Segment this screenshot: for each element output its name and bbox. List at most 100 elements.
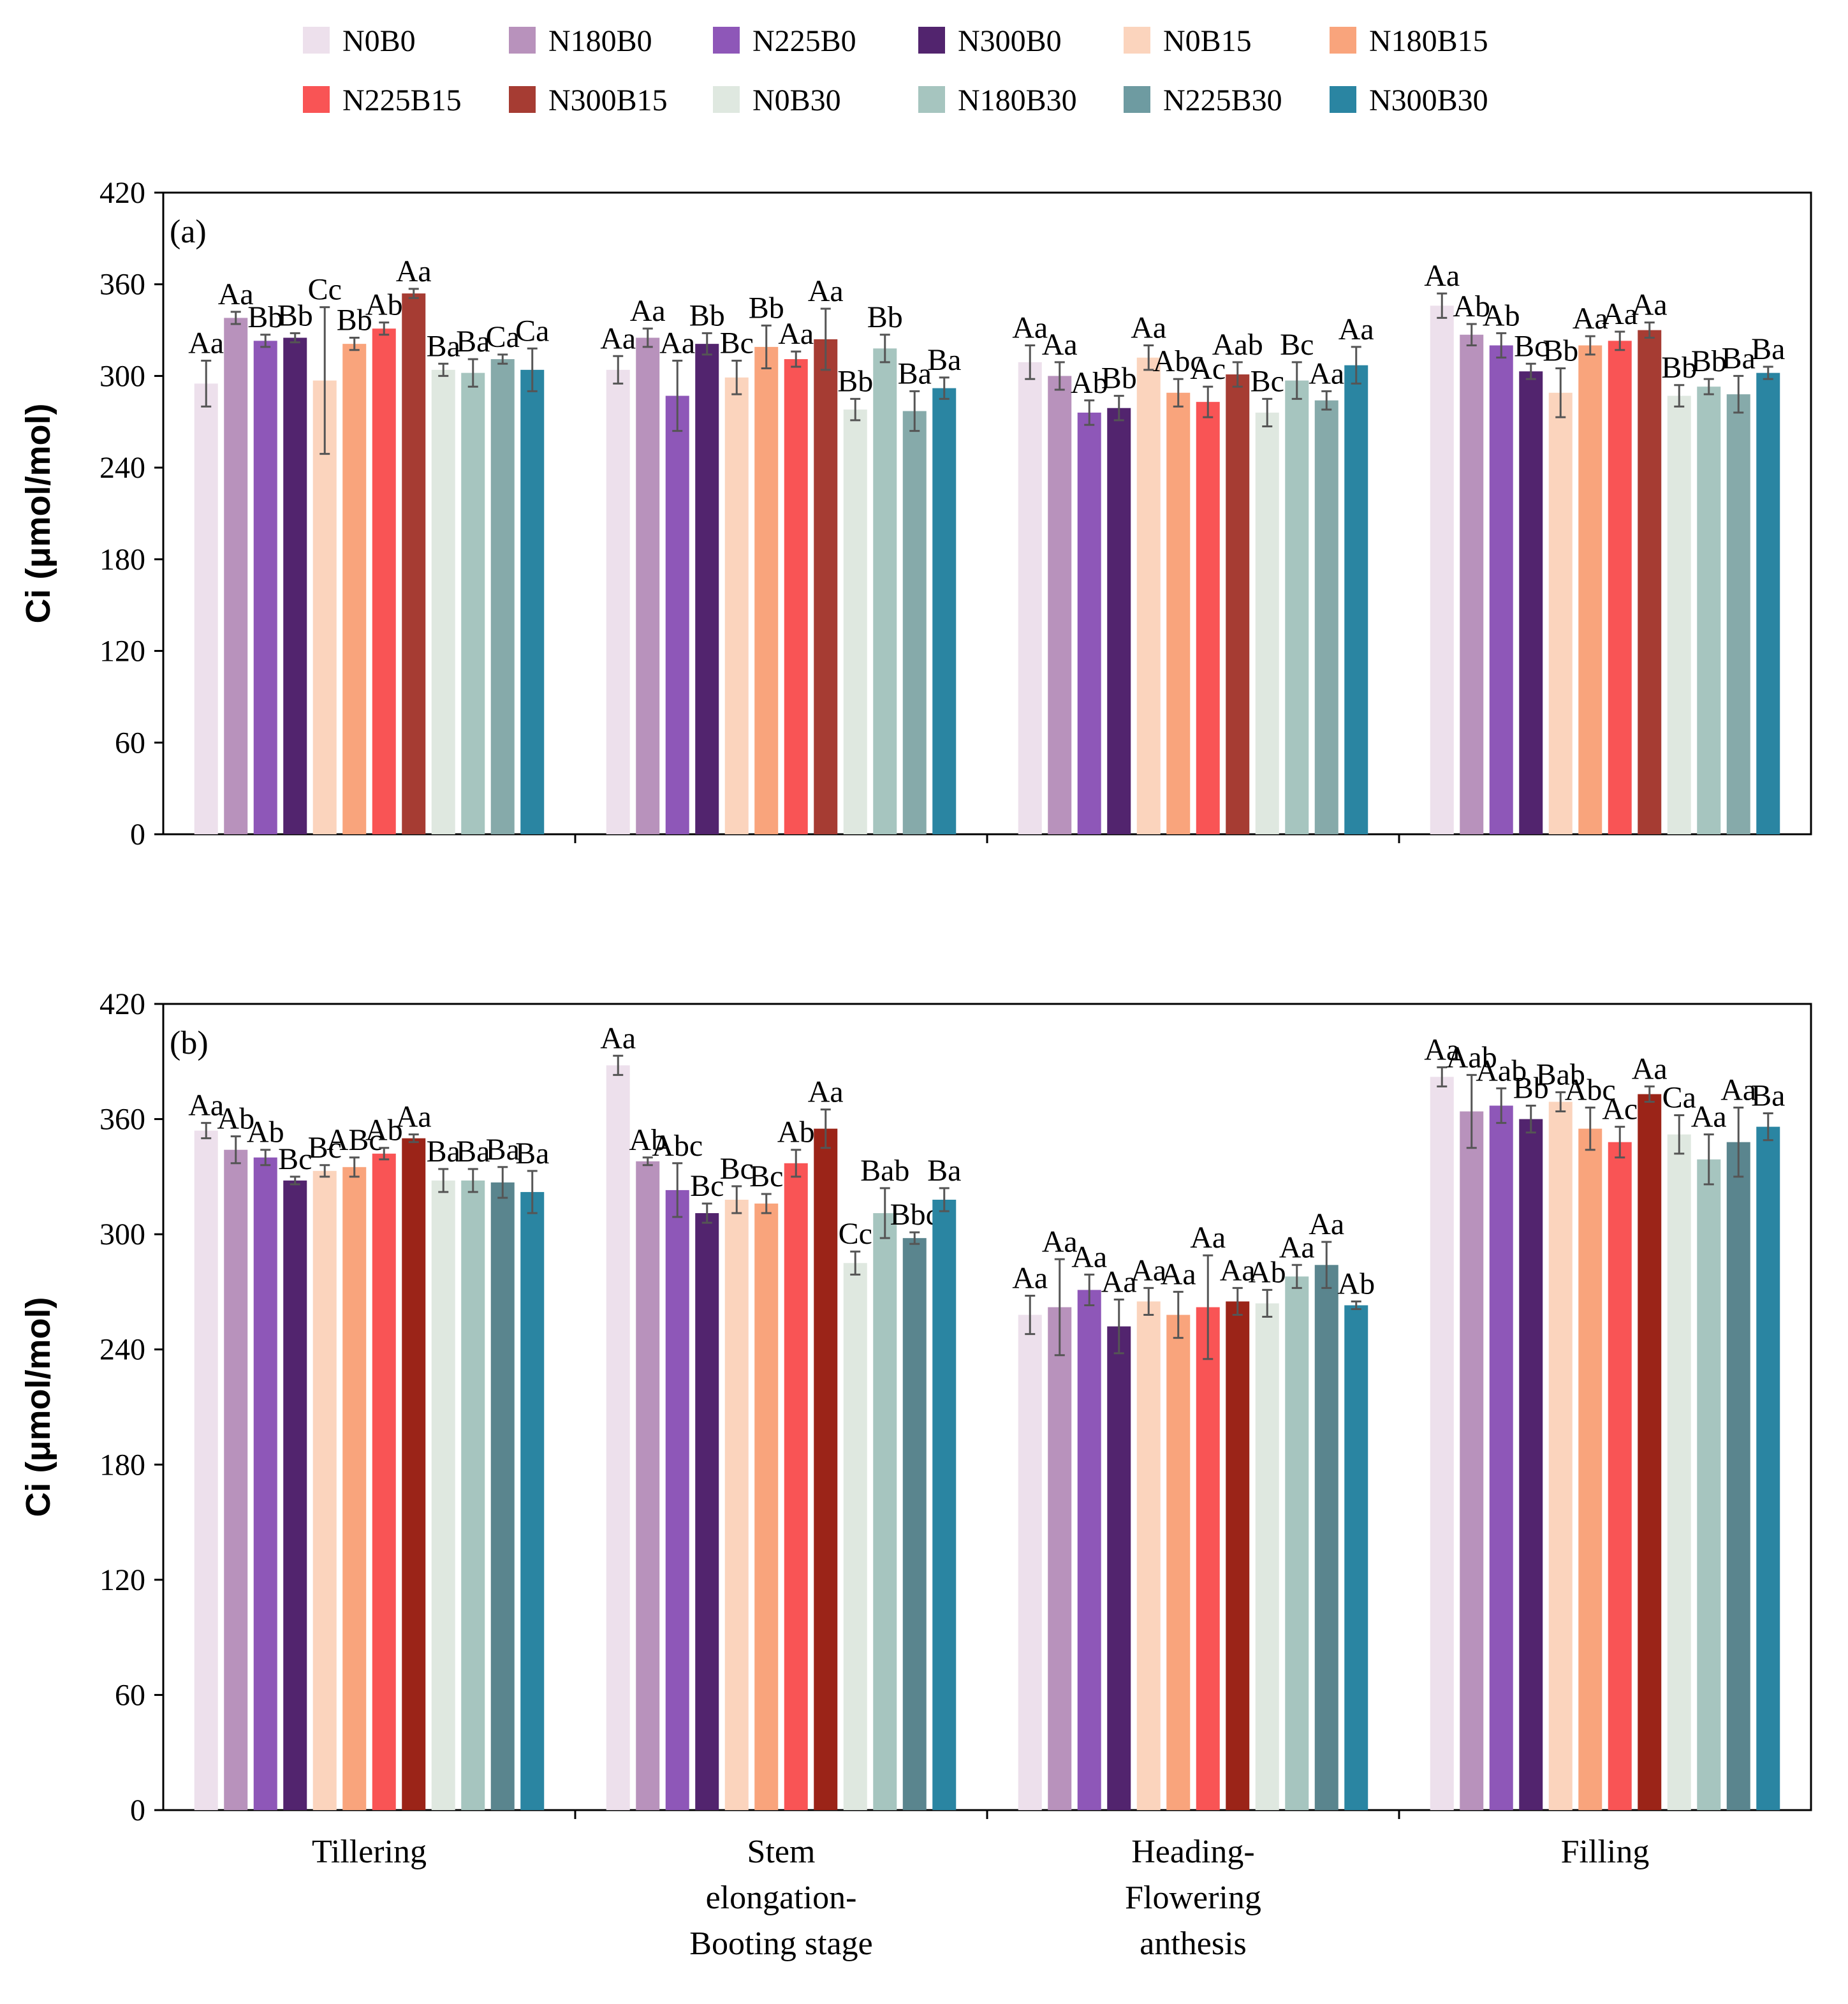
- panel-label: (b): [170, 1025, 209, 1061]
- bar: [784, 359, 808, 834]
- y-tick-label: 360: [99, 268, 145, 302]
- significance-label: Ca: [515, 314, 549, 348]
- bar: [1489, 345, 1513, 834]
- significance-label: Cc: [308, 273, 342, 307]
- bar: [754, 346, 779, 834]
- significance-label: Ba: [927, 1154, 961, 1188]
- bar: [873, 348, 897, 834]
- legend-label: N180B30: [958, 84, 1077, 117]
- bar: [1255, 412, 1279, 834]
- bar: [1077, 412, 1101, 834]
- bar: [636, 337, 660, 834]
- bar: [814, 1128, 838, 1810]
- significance-label: Ab: [1071, 366, 1108, 400]
- x-tick-label: Tillering: [312, 1834, 427, 1870]
- significance-label: Aa: [1720, 1073, 1756, 1107]
- bar: [431, 1180, 455, 1810]
- y-tick-label: 240: [99, 1333, 145, 1367]
- significance-label: Bbc: [890, 1198, 939, 1232]
- significance-label: Aa: [1602, 297, 1638, 331]
- panel-label: (a): [170, 214, 207, 250]
- bar: [1285, 1276, 1309, 1810]
- bar: [606, 369, 630, 834]
- legend-swatch: [1124, 27, 1150, 54]
- bar: [283, 337, 307, 834]
- significance-label: Bc: [720, 1152, 754, 1186]
- bar: [1430, 1077, 1454, 1810]
- y-tick-label: 240: [99, 451, 145, 485]
- significance-label: Aa: [808, 1075, 844, 1109]
- bar: [1314, 1265, 1338, 1810]
- bar: [1344, 365, 1368, 834]
- significance-label: Aa: [188, 1089, 224, 1123]
- bar: [312, 1170, 337, 1810]
- bar: [1077, 1290, 1101, 1810]
- significance-label: Aa: [1632, 1052, 1668, 1086]
- significance-label: Bb: [337, 304, 372, 337]
- legend-label: N300B15: [548, 84, 668, 117]
- legend-swatch: [1330, 27, 1356, 54]
- legend-swatch: [1330, 86, 1356, 113]
- significance-label: Bc: [1514, 329, 1548, 363]
- legend-label: N0B15: [1163, 24, 1252, 58]
- significance-label: Aa: [1012, 1261, 1048, 1295]
- bar: [636, 1161, 660, 1810]
- significance-label: Bb: [247, 300, 283, 334]
- significance-label: Ba: [427, 1135, 460, 1168]
- y-tick-label: 300: [99, 1218, 145, 1251]
- significance-label: Bb: [837, 364, 873, 398]
- significance-label: Abc: [1565, 1073, 1616, 1107]
- bar: [1578, 1128, 1602, 1810]
- significance-label: Ba: [456, 325, 490, 358]
- significance-label: Ba: [1722, 341, 1756, 375]
- bar: [520, 1191, 545, 1810]
- significance-label: Bb: [1101, 362, 1137, 395]
- significance-label: Bb: [1543, 334, 1578, 367]
- legend-label: N300B0: [958, 24, 1062, 58]
- bar: [1018, 362, 1042, 834]
- bar: [843, 1263, 867, 1810]
- bar: [224, 318, 248, 834]
- significance-label: Aa: [188, 326, 224, 360]
- x-tick-label: Booting stage: [689, 1926, 872, 1962]
- bar: [902, 1238, 927, 1810]
- significance-label: Aab: [1212, 328, 1263, 362]
- legend-label: N0B30: [752, 84, 841, 117]
- y-tick-label: 0: [130, 1794, 145, 1827]
- significance-label: Aa: [1424, 259, 1460, 293]
- significance-label: Bb: [1691, 344, 1727, 378]
- bar: [253, 341, 277, 834]
- bar: [665, 1190, 689, 1810]
- legend-swatch: [713, 86, 740, 113]
- x-tick-label: Flowering: [1125, 1880, 1261, 1916]
- bar: [1460, 1111, 1484, 1810]
- y-tick-label: 60: [115, 726, 145, 760]
- bar: [1048, 1307, 1072, 1810]
- significance-label: Cc: [839, 1217, 872, 1251]
- significance-label: Bb: [1513, 1072, 1549, 1105]
- bar: [724, 377, 749, 834]
- bar: [1107, 1326, 1131, 1810]
- legend-swatch: [509, 86, 536, 113]
- bar: [1166, 1315, 1191, 1810]
- y-tick-label: 120: [99, 1563, 145, 1597]
- bar: [1196, 402, 1220, 834]
- significance-label: Aa: [600, 1021, 636, 1055]
- significance-label: Ba: [1751, 332, 1785, 366]
- significance-label: Aab: [1476, 1054, 1527, 1087]
- significance-label: Ab: [629, 1123, 666, 1157]
- significance-label: Aa: [1279, 1230, 1315, 1264]
- legend-swatch: [918, 27, 945, 54]
- significance-label: Ca: [486, 320, 520, 354]
- bar: [1548, 392, 1573, 834]
- bar: [1430, 306, 1454, 834]
- y-tick-label: 360: [99, 1103, 145, 1137]
- bar: [1166, 392, 1191, 834]
- significance-label: Ab: [365, 1114, 403, 1147]
- bar: [224, 1149, 248, 1810]
- bar: [402, 293, 426, 835]
- significance-label: Ab: [1337, 1267, 1375, 1300]
- bar: [1048, 376, 1072, 834]
